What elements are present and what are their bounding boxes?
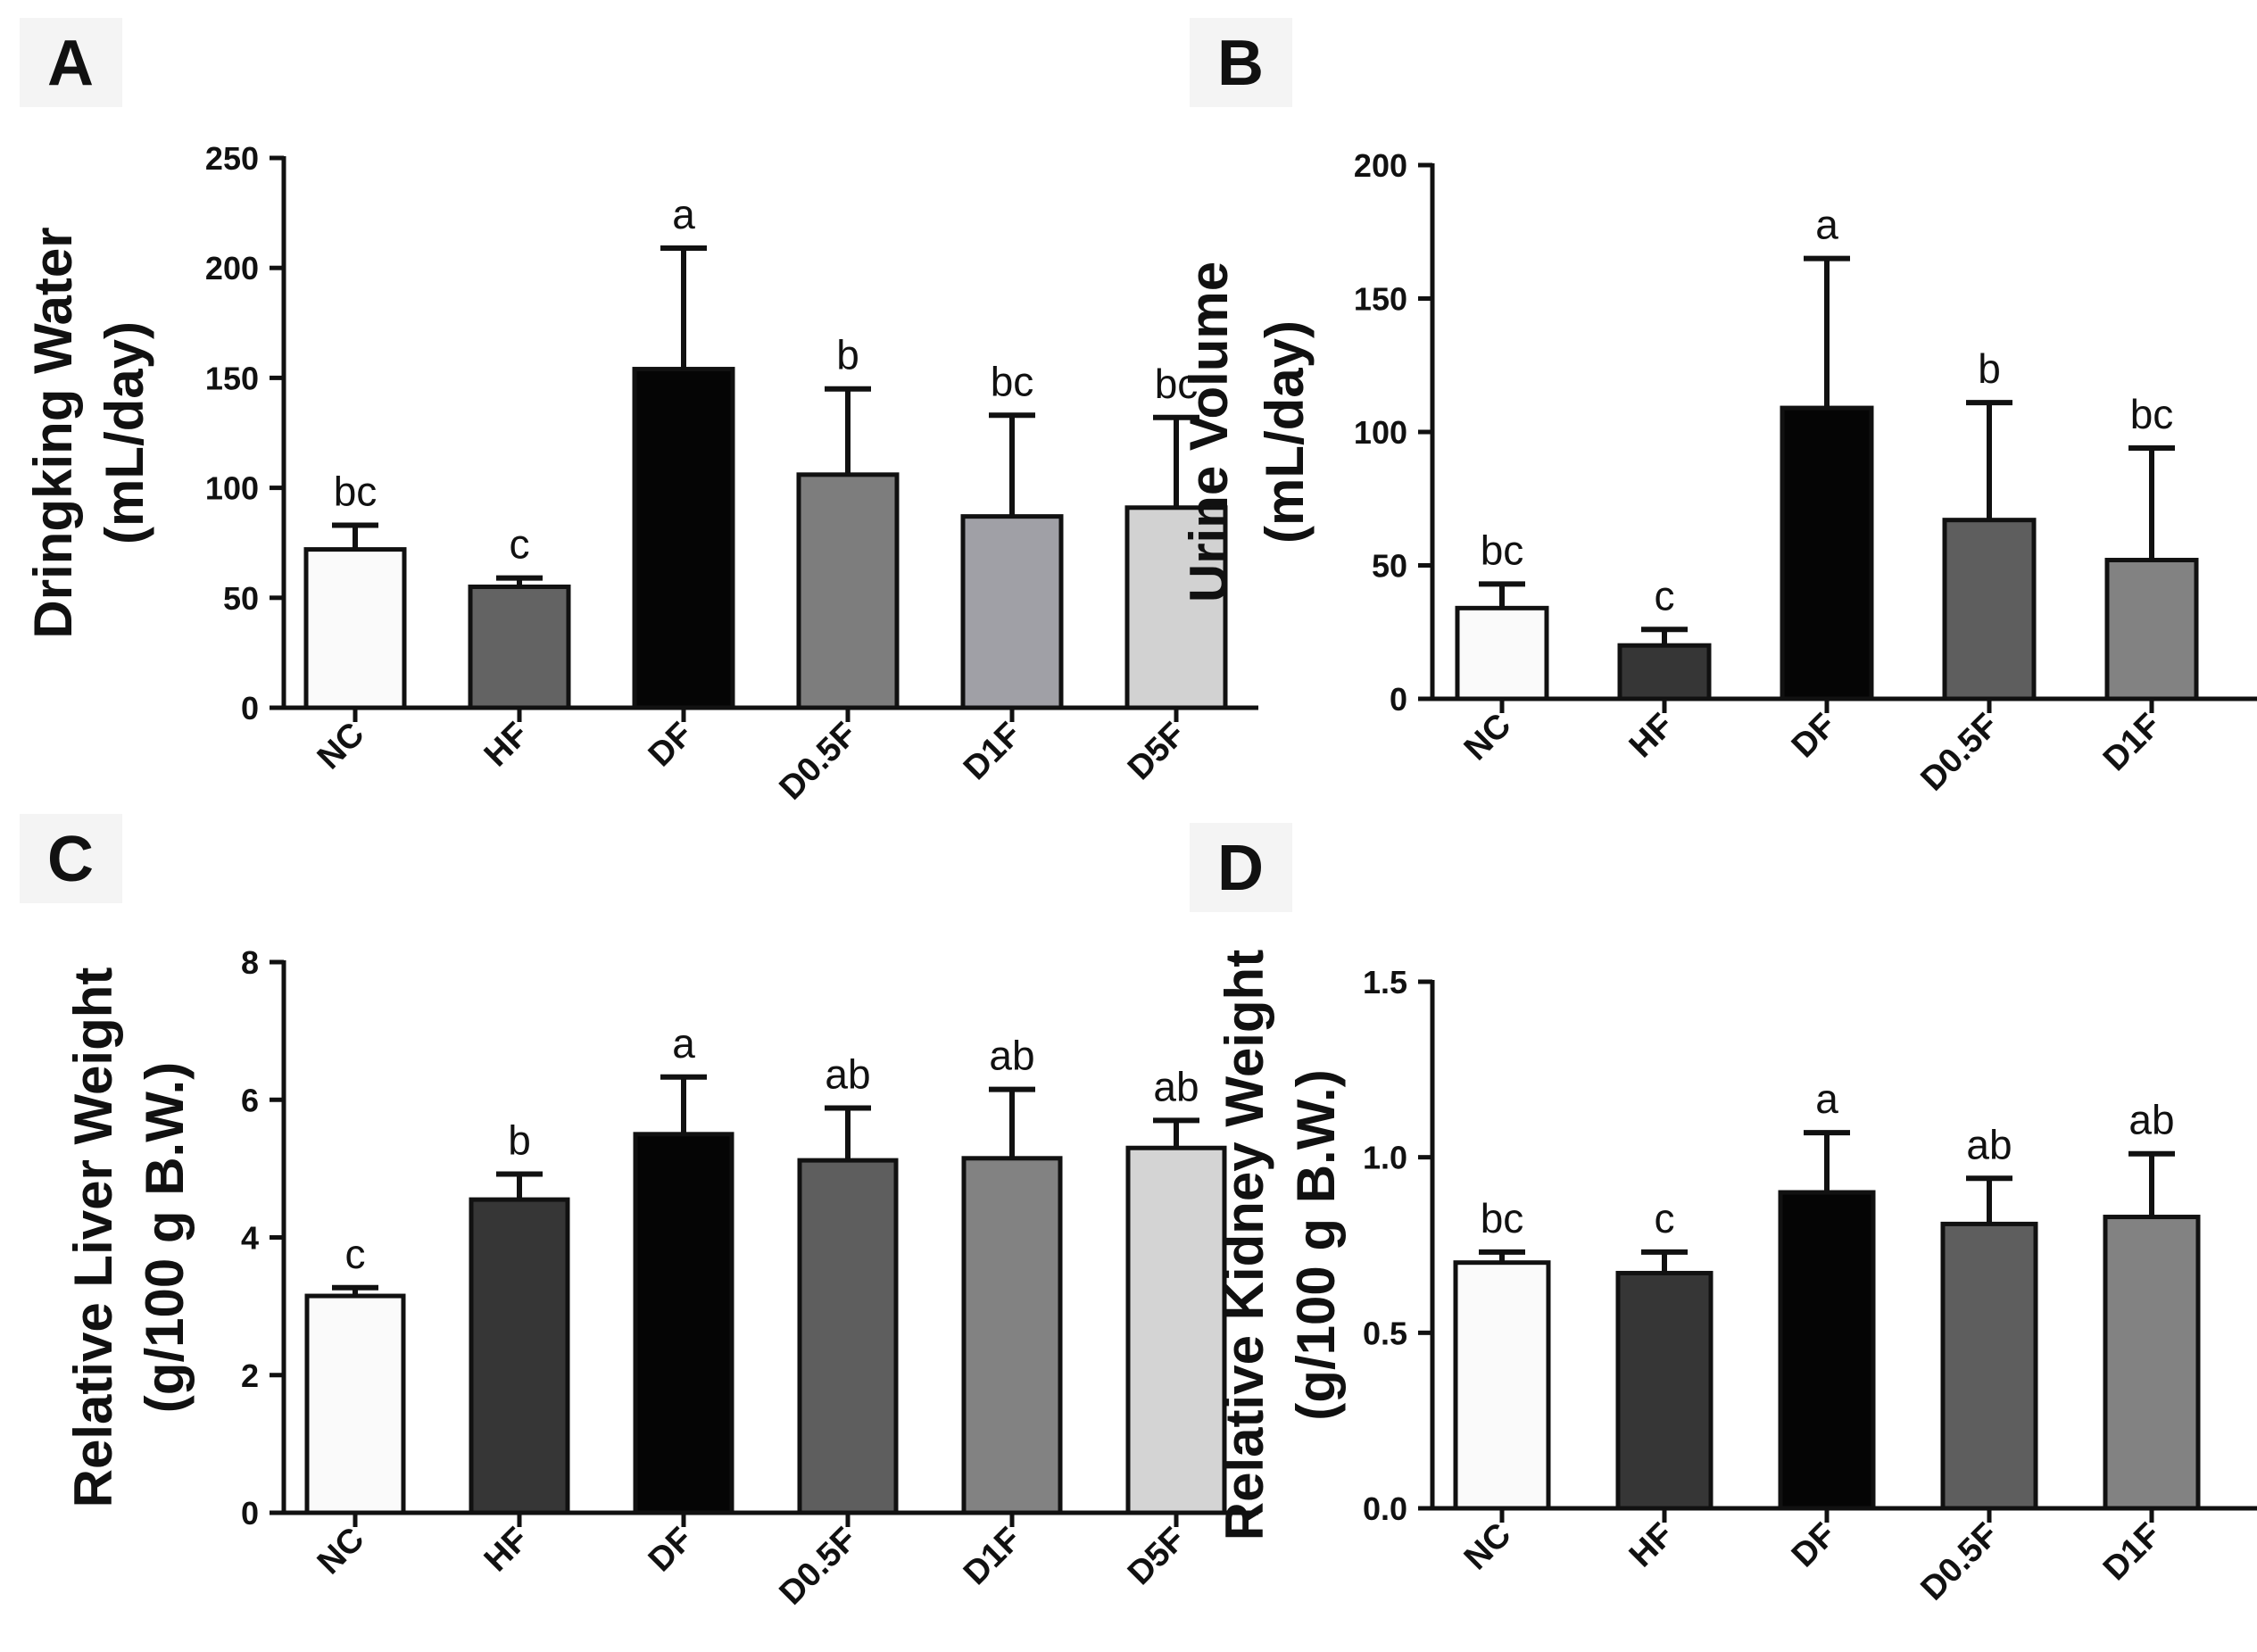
significance-label: bc (1481, 1195, 1524, 1241)
significance-label: a (1815, 1075, 1838, 1122)
panel-letter: B (1217, 28, 1264, 99)
y-axis-unit: (g/100 g B.W.) (135, 1062, 195, 1413)
y-tick-label: 100 (1354, 414, 1407, 451)
bar (304, 1293, 406, 1515)
y-tick-label: 0.5 (1363, 1315, 1407, 1351)
panel-c: C Relative Liver Weight (g/100 g B.W.) 0 2 4 6… (20, 814, 1258, 1613)
panel-letter-background (1190, 823, 1292, 912)
panel-letter: C (47, 824, 94, 895)
y-axis-unit: (mL/day) (1255, 320, 1315, 544)
significance-label: bc (2130, 391, 2174, 437)
y-tick-label: 1.0 (1363, 1140, 1407, 1176)
bar (1453, 1260, 1551, 1511)
panel-letter-background (20, 18, 122, 107)
significance-label: ab (1966, 1121, 2012, 1167)
significance-label: bc (991, 358, 1034, 404)
y-axis-title: Urine Volume (1179, 261, 1239, 602)
y-tick-label: 150 (205, 360, 259, 396)
bar (961, 1156, 1063, 1515)
y-tick-label: 0 (1390, 681, 1407, 718)
bar (797, 1158, 899, 1515)
y-axis-title: Relative Liver Weight (63, 967, 123, 1508)
significance-label: a (1815, 202, 1838, 248)
y-tick-label: 0.0 (1363, 1490, 1407, 1527)
bar (2104, 558, 2199, 701)
bar (1615, 1270, 1713, 1511)
panel-letter: A (47, 28, 94, 99)
y-tick-label: 2 (241, 1357, 259, 1394)
significance-label: bc (334, 468, 378, 514)
bar (796, 472, 900, 710)
y-axis-unit: (g/100 g B.W.) (1286, 1069, 1346, 1420)
bar (468, 584, 571, 710)
y-tick-label: 200 (1354, 147, 1407, 184)
significance-label: b (836, 332, 859, 378)
y-axis-unit: (mL/day) (95, 321, 154, 544)
y-tick-label: 200 (205, 250, 259, 286)
bar (632, 367, 735, 710)
y-tick-label: 0 (241, 690, 259, 726)
y-tick-label: 250 (205, 140, 259, 177)
significance-label: b (1978, 345, 2001, 392)
panel-letter-background (1190, 18, 1292, 107)
significance-label: bc (1155, 361, 1199, 407)
bar (1617, 643, 1712, 701)
bar (1124, 505, 1228, 710)
significance-label: c (1655, 1195, 1675, 1241)
y-axis-title: Dringking Water (23, 227, 83, 638)
significance-label: c (1655, 572, 1675, 618)
panel-letter: D (1217, 833, 1264, 904)
panel-letter-background (20, 814, 122, 903)
bar (1940, 1221, 2038, 1511)
significance-label: ab (989, 1033, 1034, 1079)
significance-label: c (510, 521, 530, 568)
significance-label: ab (2128, 1097, 2174, 1143)
bar (1780, 405, 1874, 701)
y-tick-label: 0 (241, 1495, 259, 1532)
y-tick-label: 50 (223, 580, 259, 617)
y-tick-label: 50 (1372, 548, 1407, 585)
bar (1455, 605, 1549, 701)
significance-label: bc (1481, 527, 1524, 573)
bar (1778, 1190, 1876, 1511)
bar (469, 1197, 570, 1515)
bar (303, 547, 407, 710)
bar (633, 1132, 734, 1515)
significance-label: a (672, 191, 695, 237)
y-axis-title: Relative Kidney Weight (1215, 950, 1274, 1540)
bar (1125, 1145, 1227, 1515)
significance-label: a (672, 1020, 695, 1067)
bar (960, 514, 1064, 710)
panel-a: A Dringking Water (mL/day) 0 50 100 150 200 250 b… (20, 18, 1258, 808)
bar (2103, 1215, 2201, 1511)
significance-label: c (345, 1231, 366, 1277)
y-tick-label: 6 (241, 1082, 259, 1118)
y-tick-label: 8 (241, 944, 259, 981)
y-tick-label: 100 (205, 470, 259, 507)
y-tick-label: 4 (241, 1220, 259, 1257)
y-tick-label: 1.5 (1363, 964, 1407, 1000)
significance-label: ab (1153, 1063, 1199, 1109)
bar (1942, 518, 2037, 701)
significance-label: ab (825, 1051, 870, 1098)
y-tick-label: 150 (1354, 281, 1407, 318)
significance-label: b (508, 1117, 531, 1164)
